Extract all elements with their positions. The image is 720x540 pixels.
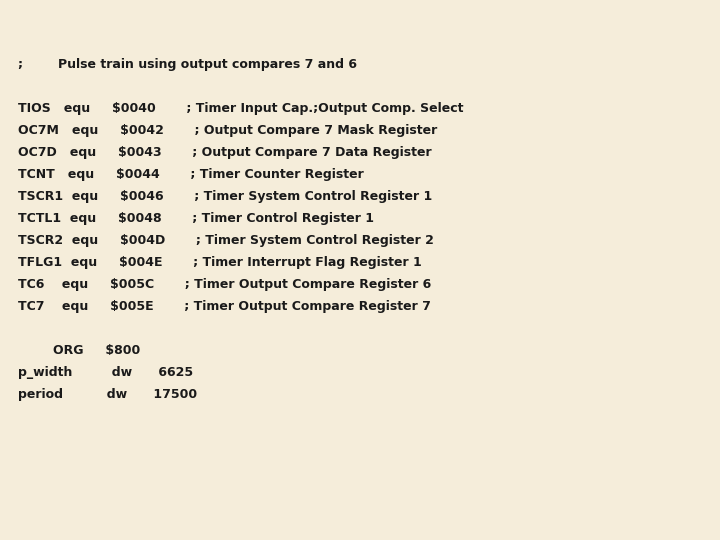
Text: period          dw      17500: period dw 17500 — [18, 388, 197, 401]
Text: TIOS   equ     $0040       ; Timer Input Cap.;Output Comp. Select: TIOS equ $0040 ; Timer Input Cap.;Output… — [18, 102, 464, 115]
Text: TC7    equ     $005E       ; Timer Output Compare Register 7: TC7 equ $005E ; Timer Output Compare Reg… — [18, 300, 431, 313]
Text: p_width         dw      6625: p_width dw 6625 — [18, 366, 193, 379]
Text: TSCR1  equ     $0046       ; Timer System Control Register 1: TSCR1 equ $0046 ; Timer System Control R… — [18, 190, 432, 203]
Text: OC7M   equ     $0042       ; Output Compare 7 Mask Register: OC7M equ $0042 ; Output Compare 7 Mask R… — [18, 124, 437, 137]
Text: OC7D   equ     $0043       ; Output Compare 7 Data Register: OC7D equ $0043 ; Output Compare 7 Data R… — [18, 146, 431, 159]
Text: TCNT   equ     $0044       ; Timer Counter Register: TCNT equ $0044 ; Timer Counter Register — [18, 168, 364, 181]
Text: TSCR2  equ     $004D       ; Timer System Control Register 2: TSCR2 equ $004D ; Timer System Control R… — [18, 234, 434, 247]
Text: TFLG1  equ     $004E       ; Timer Interrupt Flag Register 1: TFLG1 equ $004E ; Timer Interrupt Flag R… — [18, 256, 422, 269]
Text: TC6    equ     $005C       ; Timer Output Compare Register 6: TC6 equ $005C ; Timer Output Compare Reg… — [18, 278, 431, 291]
Text: TCTL1  equ     $0048       ; Timer Control Register 1: TCTL1 equ $0048 ; Timer Control Register… — [18, 212, 374, 225]
Text: ;        Pulse train using output compares 7 and 6: ; Pulse train using output compares 7 an… — [18, 58, 357, 71]
Text: ORG     $800: ORG $800 — [18, 344, 140, 357]
